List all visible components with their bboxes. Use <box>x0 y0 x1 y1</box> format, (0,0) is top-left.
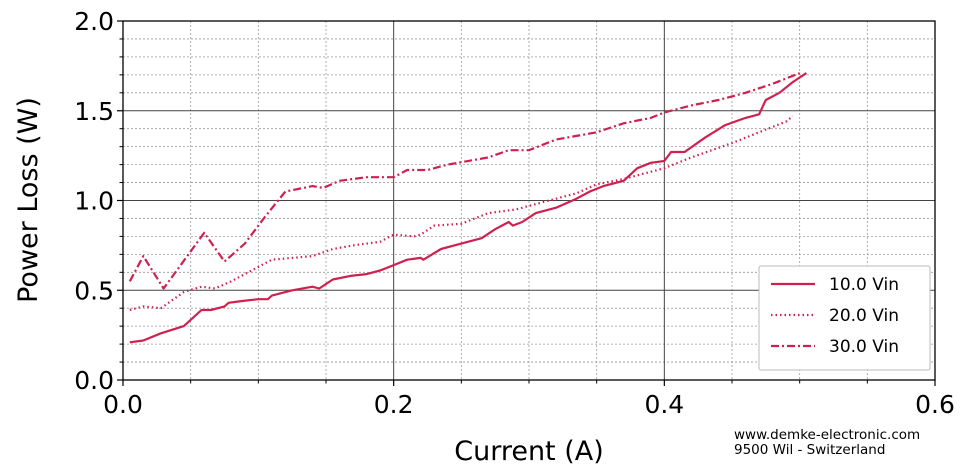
footer-credits: www.demke-electronic.com 9500 Wil - Swit… <box>734 428 920 458</box>
footer-website: www.demke-electronic.com <box>734 427 921 443</box>
x-tick-label: 0.2 <box>374 390 414 419</box>
y-tick-label: 2.0 <box>74 7 114 36</box>
y-axis-title: Power Loss (W) <box>13 97 44 303</box>
axis-tick-labels: 0.0 0.2 0.4 0.6 0.0 0.5 1.0 1.5 2.0 <box>74 7 955 419</box>
y-tick-label: 1.5 <box>74 97 114 126</box>
series-line-10-0-vin <box>129 72 808 344</box>
legend: 10.0 Vin 20.0 Vin 30.0 Vin <box>758 265 931 371</box>
y-tick-label: 0.5 <box>74 276 114 305</box>
footer-location: 9500 Wil - Switzerland <box>734 442 886 458</box>
legend-label: 30.0 Vin <box>829 337 899 357</box>
series-layer <box>128 72 808 344</box>
x-tick-label: 0.6 <box>915 390 955 419</box>
y-tick-label: 0.0 <box>74 366 114 395</box>
legend-label: 20.0 Vin <box>829 306 899 326</box>
x-tick-label: 0.4 <box>644 390 684 419</box>
x-axis-title: Current (A) <box>454 436 604 467</box>
legend-label: 10.0 Vin <box>829 275 899 295</box>
series-line-20-0-vin <box>129 115 794 312</box>
x-tick-label: 0.0 <box>103 390 143 419</box>
series-line-30-0-vin <box>128 72 801 290</box>
axis-ticks <box>117 20 936 386</box>
y-tick-label: 1.0 <box>74 187 114 216</box>
legend-box <box>758 265 931 371</box>
